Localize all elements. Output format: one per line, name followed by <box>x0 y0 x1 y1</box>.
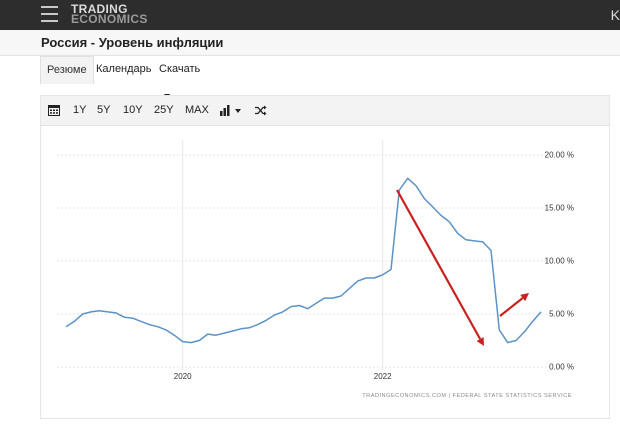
y-tick-label: 10.00 % <box>545 257 574 266</box>
chart-series <box>65 177 542 344</box>
y-tick-label: 15.00 % <box>545 204 574 213</box>
chart-panel: 1Y 5Y 10Y 25Y MAX <box>40 95 610 419</box>
range-max-button[interactable]: MAX <box>185 104 209 116</box>
range-5y-button[interactable]: 5Y <box>97 104 111 116</box>
tab-download-label: Скачать <box>159 63 201 75</box>
chart-type-icon[interactable] <box>220 105 242 116</box>
range-1y-button[interactable]: 1Y <box>73 104 87 116</box>
range-10y-button[interactable]: 10Y <box>123 104 143 116</box>
inflation-line <box>65 177 542 344</box>
tab-calendar[interactable]: Календарь <box>96 63 152 75</box>
x-tick-label: 2020 <box>174 372 192 381</box>
logo[interactable]: TRADING ECONOMICS <box>71 2 148 26</box>
calendar-icon[interactable] <box>48 105 60 116</box>
range-25y-button[interactable]: 25Y <box>154 104 174 116</box>
menu-icon[interactable] <box>41 6 58 22</box>
chart-toolbar: 1Y 5Y 10Y 25Y MAX <box>41 96 609 126</box>
top-bar: TRADING ECONOMICS K <box>0 0 620 30</box>
title-bar: Россия - Уровень инфляции <box>0 30 620 56</box>
tab-summary[interactable]: Резюме <box>40 56 94 84</box>
y-tick-label: 20.00 % <box>545 151 574 160</box>
up-arrow <box>499 293 529 317</box>
logo-line2: ECONOMICS <box>71 12 148 26</box>
topbar-right-text[interactable]: K <box>610 7 620 23</box>
chart-grid <box>57 140 548 370</box>
shuffle-icon[interactable] <box>255 105 267 116</box>
logo-line1: TRADING <box>71 2 128 16</box>
y-axis-ticks: 0.00 % 5.00 % 10.00 % 15.00 % 20.00 % <box>545 151 574 372</box>
down-arrow <box>396 189 484 346</box>
x-axis-ticks: 2020 2022 <box>174 372 392 381</box>
y-tick-label: 5.00 % <box>549 310 574 319</box>
trend-arrows <box>396 189 529 346</box>
page-title: Россия - Уровень инфляции <box>41 35 224 50</box>
y-tick-label: 0.00 % <box>549 363 574 372</box>
chart-source-label: TRADINGECONOMICS.COM | FEDERAL STATE STA… <box>362 393 572 399</box>
x-tick-label: 2022 <box>374 372 392 381</box>
